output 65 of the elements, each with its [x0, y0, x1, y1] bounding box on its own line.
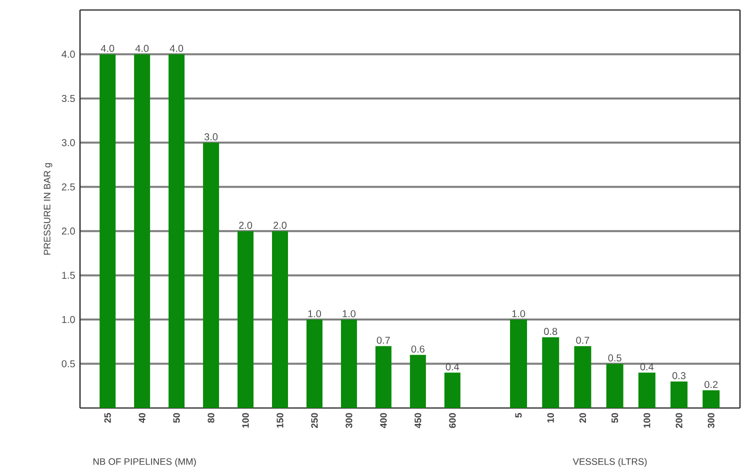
- x-tick-label: 150: [276, 413, 284, 428]
- data-label: 3.0: [204, 133, 218, 140]
- x-tick-label: 300: [708, 413, 714, 428]
- bar: [410, 354, 426, 408]
- bar: [168, 54, 185, 408]
- data-label: 4.0: [135, 44, 149, 52]
- bar: [238, 231, 254, 408]
- x-tick-label: 5: [515, 412, 522, 418]
- y-tick-label: 1.0: [62, 316, 75, 324]
- y-tick-label: 4.0: [62, 50, 75, 58]
- data-label: 0.8: [544, 328, 558, 335]
- bar: [272, 231, 288, 408]
- data-label: 0.5: [608, 354, 622, 362]
- data-label: 0.7: [576, 336, 590, 344]
- x-tick-label: 250: [311, 413, 318, 428]
- y-tick-label: 2.0: [62, 228, 75, 235]
- x-tick-label: 600: [449, 413, 456, 428]
- y-axis-title: PRESSURE IN BAR g: [44, 163, 52, 255]
- bar: [542, 337, 560, 408]
- bar: [340, 320, 357, 408]
- data-label: 4.0: [170, 44, 184, 52]
- data-label: 2.0: [239, 222, 252, 229]
- x-tick-label: 300: [346, 413, 352, 428]
- data-label: 0.3: [672, 372, 686, 380]
- data-label: 0.6: [411, 346, 424, 353]
- bar: [375, 346, 392, 408]
- data-label: 1.0: [342, 310, 356, 318]
- x-axis-title: VESSELS (LTRS): [572, 458, 647, 467]
- data-label: 2.0: [274, 222, 287, 229]
- data-label: 0.4: [446, 363, 460, 370]
- x-tick-label: 100: [644, 413, 650, 428]
- bar: [100, 54, 116, 408]
- x-tick-label: 40: [138, 413, 146, 423]
- bar: [574, 346, 592, 408]
- data-label: 0.4: [640, 363, 654, 370]
- data-label: 1.0: [308, 310, 322, 318]
- data-label: 0.7: [376, 336, 390, 344]
- bar: [638, 372, 656, 408]
- y-tick-label: 3.5: [62, 94, 75, 102]
- x-tick-label: 50: [173, 413, 180, 423]
- y-tick-label: 1.5: [62, 272, 75, 279]
- bar: [444, 372, 460, 408]
- x-tick-label: 25: [104, 412, 111, 423]
- bar: [670, 381, 688, 408]
- x-tick-label: 80: [208, 413, 214, 423]
- bar: [203, 142, 220, 408]
- data-label: 4.0: [100, 44, 114, 52]
- x-tick-label: 200: [676, 413, 682, 428]
- y-tick-label: 3.0: [62, 139, 75, 146]
- y-tick-label: 2.5: [62, 183, 75, 190]
- bar: [510, 320, 528, 408]
- data-label: 1.0: [512, 310, 526, 318]
- bar: [134, 54, 150, 408]
- x-tick-label: 20: [579, 413, 586, 423]
- x-tick-label: 400: [380, 413, 387, 428]
- x-tick-label: 100: [242, 413, 249, 428]
- data-label: 0.2: [704, 380, 718, 388]
- x-tick-label: 50: [612, 413, 618, 423]
- y-tick-label: 0.5: [62, 360, 75, 368]
- x-tick-label: 10: [547, 413, 554, 422]
- bar: [606, 364, 624, 408]
- bar: [702, 390, 720, 408]
- x-axis-title: NB OF PIPELINES (MM): [93, 458, 196, 467]
- x-tick-label: 450: [414, 413, 422, 428]
- bar: [306, 320, 322, 408]
